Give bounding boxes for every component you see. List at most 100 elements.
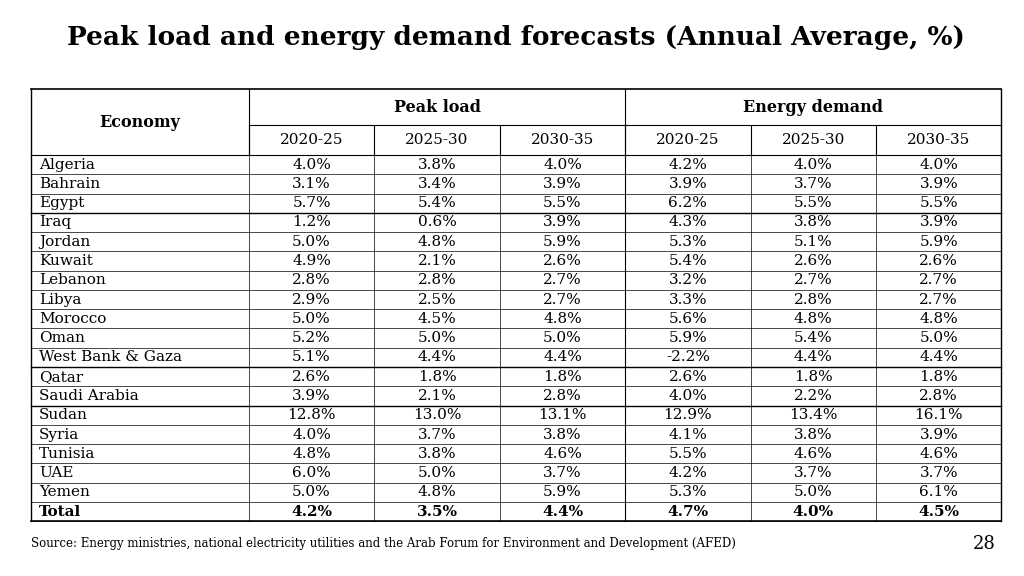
Text: 4.0%: 4.0% xyxy=(669,389,708,403)
Text: 2020-25: 2020-25 xyxy=(656,133,720,147)
Text: 2025-30: 2025-30 xyxy=(406,133,469,147)
Text: Iraq: Iraq xyxy=(39,215,71,229)
Text: 2030-35: 2030-35 xyxy=(907,133,971,147)
Text: 4.0%: 4.0% xyxy=(794,158,833,172)
Text: Yemen: Yemen xyxy=(39,486,90,499)
Text: 4.9%: 4.9% xyxy=(292,254,331,268)
Text: 2.6%: 2.6% xyxy=(920,254,958,268)
Text: 3.7%: 3.7% xyxy=(794,177,833,191)
Text: Oman: Oman xyxy=(39,331,85,345)
Text: Kuwait: Kuwait xyxy=(39,254,93,268)
Text: 4.1%: 4.1% xyxy=(669,427,708,442)
Text: 2.1%: 2.1% xyxy=(418,254,457,268)
Text: 4.8%: 4.8% xyxy=(543,312,582,326)
Text: 2.2%: 2.2% xyxy=(794,389,833,403)
Text: 5.0%: 5.0% xyxy=(292,234,331,249)
Text: 5.3%: 5.3% xyxy=(669,234,708,249)
Text: 2025-30: 2025-30 xyxy=(781,133,845,147)
Text: 5.9%: 5.9% xyxy=(920,234,958,249)
Text: 4.4%: 4.4% xyxy=(418,350,457,365)
Text: 3.8%: 3.8% xyxy=(418,447,457,461)
Text: 2.8%: 2.8% xyxy=(418,273,457,287)
Text: 4.4%: 4.4% xyxy=(542,505,583,518)
Text: 3.4%: 3.4% xyxy=(418,177,457,191)
Text: Peak load: Peak load xyxy=(393,98,480,116)
Text: 5.1%: 5.1% xyxy=(794,234,833,249)
Text: 12.9%: 12.9% xyxy=(664,408,713,422)
Text: 13.4%: 13.4% xyxy=(790,408,838,422)
Text: 3.3%: 3.3% xyxy=(669,293,708,306)
Text: 1.2%: 1.2% xyxy=(292,215,331,229)
Text: 6.1%: 6.1% xyxy=(920,486,958,499)
Text: 5.5%: 5.5% xyxy=(920,196,958,210)
Text: 3.7%: 3.7% xyxy=(794,466,833,480)
Text: 5.9%: 5.9% xyxy=(669,331,708,345)
Text: 5.5%: 5.5% xyxy=(669,447,708,461)
Text: 4.6%: 4.6% xyxy=(794,447,833,461)
Text: 3.7%: 3.7% xyxy=(920,466,958,480)
Text: 4.2%: 4.2% xyxy=(669,158,708,172)
Text: 4.0%: 4.0% xyxy=(543,158,582,172)
Text: 1.8%: 1.8% xyxy=(920,370,958,384)
Text: 3.1%: 3.1% xyxy=(292,177,331,191)
Text: 2.7%: 2.7% xyxy=(543,273,582,287)
Text: 2.6%: 2.6% xyxy=(794,254,833,268)
Text: 4.7%: 4.7% xyxy=(668,505,709,518)
Text: 2.8%: 2.8% xyxy=(920,389,958,403)
Text: 2.8%: 2.8% xyxy=(292,273,331,287)
Text: 2.7%: 2.7% xyxy=(920,293,958,306)
Text: 5.9%: 5.9% xyxy=(543,486,582,499)
Text: 3.5%: 3.5% xyxy=(417,505,458,518)
Text: 4.0%: 4.0% xyxy=(920,158,958,172)
Text: 3.9%: 3.9% xyxy=(920,215,958,229)
Text: Algeria: Algeria xyxy=(39,158,95,172)
Text: 3.8%: 3.8% xyxy=(543,427,582,442)
Text: 2.7%: 2.7% xyxy=(794,273,833,287)
Text: 5.0%: 5.0% xyxy=(794,486,833,499)
Text: 2.6%: 2.6% xyxy=(543,254,582,268)
Text: 4.5%: 4.5% xyxy=(418,312,457,326)
Text: Saudi Arabia: Saudi Arabia xyxy=(39,389,138,403)
Text: 4.6%: 4.6% xyxy=(543,447,582,461)
Text: 5.0%: 5.0% xyxy=(543,331,582,345)
Text: -2.2%: -2.2% xyxy=(666,350,710,365)
Text: 5.4%: 5.4% xyxy=(418,196,457,210)
Text: 5.0%: 5.0% xyxy=(292,486,331,499)
Text: Libya: Libya xyxy=(39,293,81,306)
Text: 4.4%: 4.4% xyxy=(794,350,833,365)
Text: 5.0%: 5.0% xyxy=(418,466,457,480)
Text: 5.0%: 5.0% xyxy=(920,331,958,345)
Text: 4.4%: 4.4% xyxy=(920,350,958,365)
Text: 5.0%: 5.0% xyxy=(292,312,331,326)
Text: 4.0%: 4.0% xyxy=(292,158,331,172)
Text: 2.8%: 2.8% xyxy=(543,389,582,403)
Text: Syria: Syria xyxy=(39,427,79,442)
Text: 2.7%: 2.7% xyxy=(920,273,958,287)
Text: 28: 28 xyxy=(973,535,995,553)
Text: 2.6%: 2.6% xyxy=(292,370,331,384)
Text: 4.0%: 4.0% xyxy=(793,505,834,518)
Text: 4.4%: 4.4% xyxy=(543,350,582,365)
Text: 3.9%: 3.9% xyxy=(292,389,331,403)
Text: 12.8%: 12.8% xyxy=(288,408,336,422)
Text: Bahrain: Bahrain xyxy=(39,177,100,191)
Text: Lebanon: Lebanon xyxy=(39,273,105,287)
Text: 2.1%: 2.1% xyxy=(418,389,457,403)
Text: 3.8%: 3.8% xyxy=(794,427,833,442)
Text: 3.8%: 3.8% xyxy=(418,158,457,172)
Text: 6.0%: 6.0% xyxy=(292,466,331,480)
Text: 13.1%: 13.1% xyxy=(539,408,587,422)
Text: 3.7%: 3.7% xyxy=(543,466,582,480)
Text: 3.2%: 3.2% xyxy=(669,273,708,287)
Text: 5.0%: 5.0% xyxy=(418,331,457,345)
Text: 2.9%: 2.9% xyxy=(292,293,331,306)
Text: 1.8%: 1.8% xyxy=(543,370,582,384)
Text: 5.2%: 5.2% xyxy=(292,331,331,345)
Text: 5.5%: 5.5% xyxy=(794,196,833,210)
Text: UAE: UAE xyxy=(39,466,74,480)
Text: 16.1%: 16.1% xyxy=(914,408,963,422)
Text: 2030-35: 2030-35 xyxy=(530,133,594,147)
Text: 3.9%: 3.9% xyxy=(543,215,582,229)
Text: 4.2%: 4.2% xyxy=(669,466,708,480)
Text: 5.9%: 5.9% xyxy=(543,234,582,249)
